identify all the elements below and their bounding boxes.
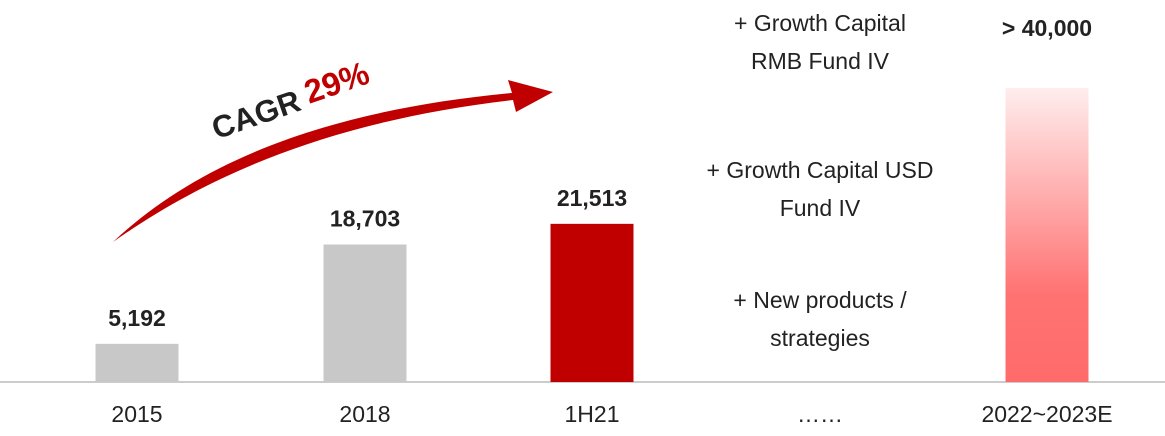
annotation: + Growth Capital USD	[707, 157, 934, 183]
x-tick-label: 1H21	[565, 401, 620, 427]
bar	[1005, 87, 1089, 382]
value-label: 18,703	[330, 206, 400, 232]
value-label: > 40,000	[1002, 15, 1092, 41]
annotation: + Growth Capital	[734, 10, 906, 36]
annotation: strategies	[770, 325, 870, 351]
annotation: + New products /	[733, 287, 907, 313]
annotation: RMB Fund IV	[751, 48, 890, 74]
value-label: 5,192	[108, 305, 166, 331]
bar	[95, 343, 179, 382]
cagr-label: CAGR	[207, 83, 305, 146]
bar	[323, 244, 407, 382]
cagr-value: 29%	[299, 54, 374, 110]
cagr-arrow	[113, 80, 553, 242]
cagr-group: CAGR 29%	[207, 54, 374, 146]
x-tick-label: ……	[797, 401, 843, 427]
bar	[550, 223, 634, 382]
x-tick-label: 2018	[339, 401, 390, 427]
value-label: 21,513	[557, 185, 627, 211]
x-tick-label: 2022~2023E	[981, 401, 1112, 427]
annotation: Fund IV	[780, 195, 861, 221]
x-tick-label: 2015	[111, 401, 162, 427]
